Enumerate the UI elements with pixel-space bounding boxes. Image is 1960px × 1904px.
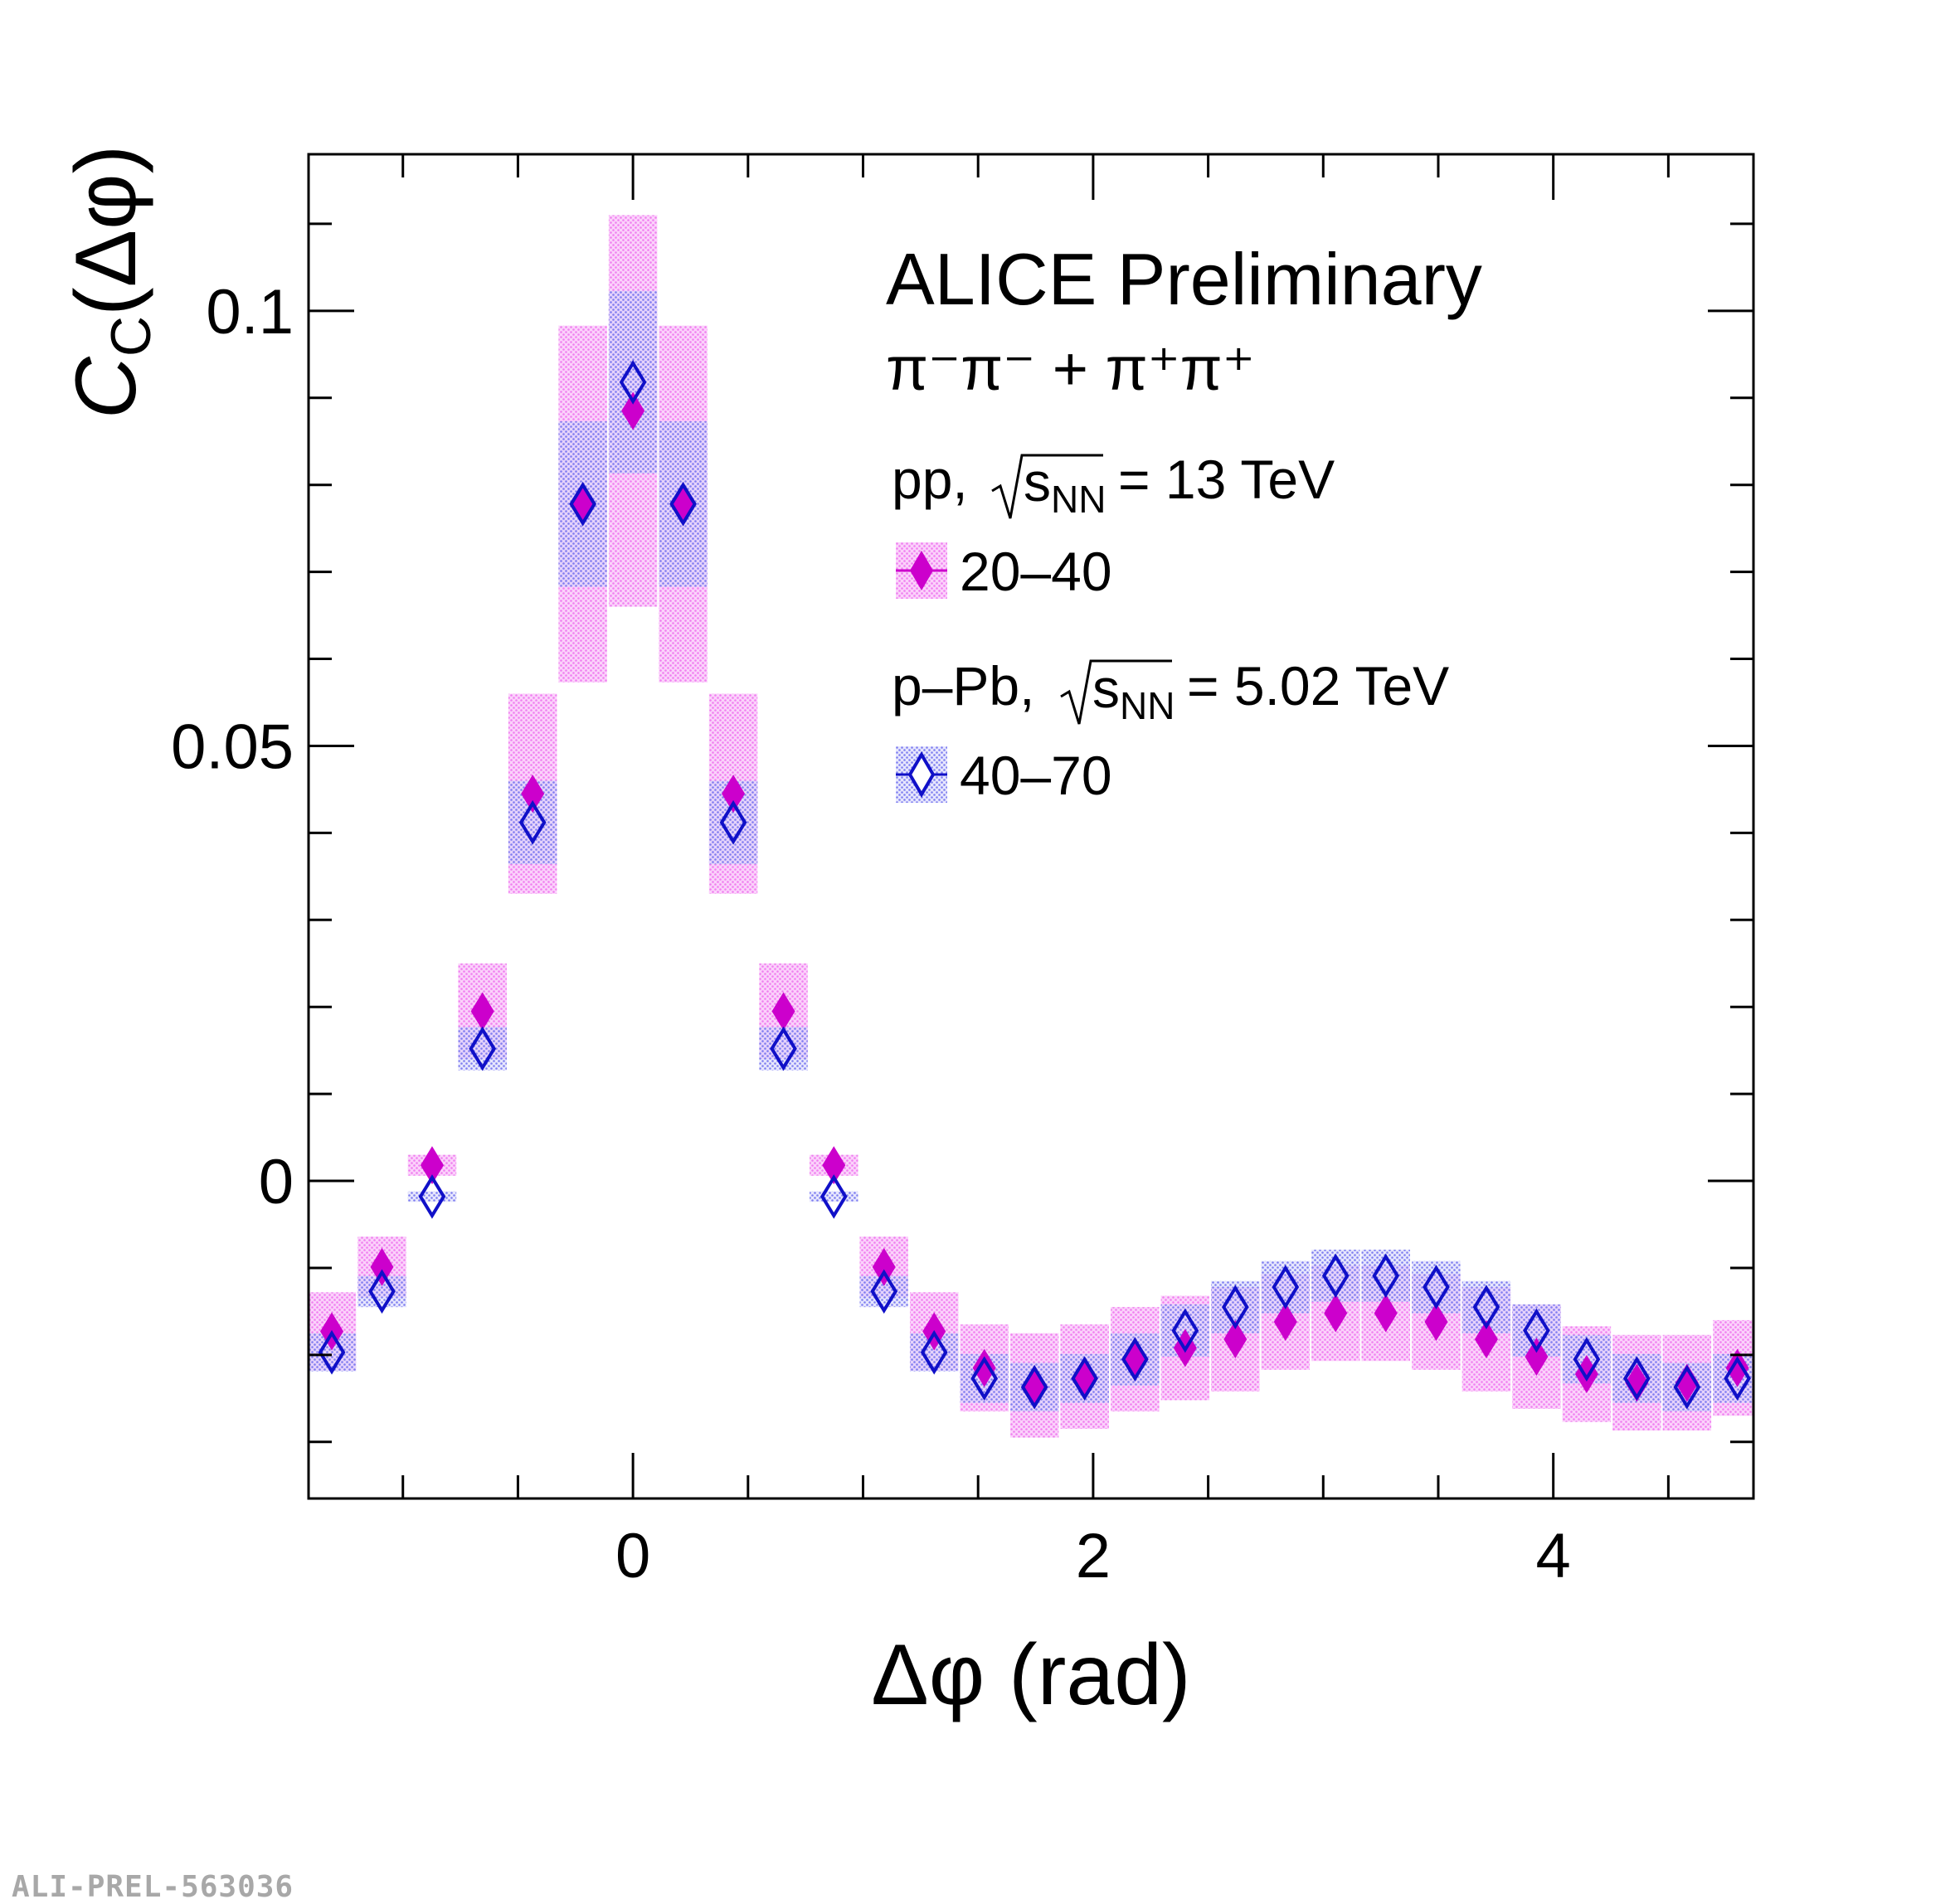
- svg-text:sNN: sNN: [1092, 658, 1175, 727]
- data-point-pp: [1273, 1303, 1297, 1342]
- legend-ppb-prefix: p–Pb,: [892, 655, 1034, 716]
- data-point-ppb: [1573, 1337, 1601, 1382]
- data-point-pp: [1625, 1363, 1649, 1402]
- legend-pp-energy: = 13 TeV: [1118, 449, 1335, 510]
- data-point-pp: [420, 1146, 444, 1185]
- data-point-ppb: [669, 481, 697, 527]
- data-point-pp: [370, 1247, 394, 1286]
- data-point-pp: [972, 1348, 996, 1387]
- data-point-pp: [1374, 1294, 1398, 1333]
- legend-ppb-label: 40–70: [960, 745, 1112, 806]
- data-point-ppb: [1221, 1285, 1249, 1330]
- chart-title: ALICE Preliminary: [886, 238, 1482, 320]
- data-point-pp: [1675, 1363, 1699, 1402]
- data-point-ppb: [469, 1026, 497, 1071]
- axes-frame: [307, 153, 1755, 1500]
- pp-markers: [320, 391, 1749, 1405]
- data-point-ppb: [719, 799, 747, 845]
- data-point-ppb: [318, 1329, 346, 1375]
- svg-text:sNN: sNN: [1024, 451, 1106, 521]
- data-point-ppb: [1071, 1356, 1098, 1401]
- data-point-ppb: [1623, 1356, 1651, 1401]
- sys-box: [608, 290, 658, 474]
- x-axis-label: Δφ (rad): [871, 1627, 1190, 1723]
- data-point-pp: [470, 992, 494, 1031]
- data-point-ppb: [870, 1269, 898, 1314]
- legend-pp-s: s: [1024, 451, 1051, 512]
- y-axis-label-main: C: [58, 356, 154, 419]
- data-point-ppb: [820, 1174, 848, 1219]
- data-point-pp: [1474, 1319, 1498, 1358]
- legend-ppb-sqrt-sign: [1060, 659, 1172, 725]
- data-point-pp: [1424, 1303, 1448, 1342]
- sys-box: [810, 1191, 858, 1202]
- y-tick-label: 0.05: [171, 712, 294, 782]
- x-tick-label: 0: [615, 1521, 650, 1591]
- legend-ppb-energy: = 5.02 TeV: [1187, 655, 1449, 716]
- data-point-pp: [872, 1247, 896, 1286]
- watermark-label: ALI-PREL-563036: [12, 1870, 294, 1904]
- legend-ppb-s: s: [1092, 658, 1120, 719]
- legend-ppb-marker: [907, 751, 936, 798]
- legend-pp-label: 20–40: [960, 541, 1112, 602]
- data-point-ppb: [1724, 1356, 1751, 1401]
- x-tick-label: 2: [1076, 1521, 1111, 1591]
- data-point-ppb: [1321, 1253, 1350, 1299]
- data-point-ppb: [569, 481, 596, 527]
- data-point-ppb: [619, 360, 647, 405]
- legend-pp-sqrt-sign: [991, 454, 1103, 519]
- data-point-pp: [1223, 1319, 1247, 1358]
- data-point-pp: [521, 775, 545, 814]
- data-point-ppb: [920, 1329, 948, 1375]
- legend-pp-nn: NN: [1051, 478, 1106, 521]
- data-point-ppb: [1272, 1265, 1300, 1309]
- legend-pp-marker: [910, 551, 933, 590]
- data-point-pp: [771, 992, 795, 1031]
- data-point-pp: [1574, 1354, 1598, 1393]
- ppb-markers: [318, 360, 1751, 1410]
- data-point-ppb: [1171, 1308, 1199, 1353]
- data-point-pp: [621, 391, 645, 430]
- data-point-ppb: [1472, 1285, 1500, 1330]
- sys-box: [407, 1191, 457, 1202]
- legend-pp-entry: 20–40: [896, 541, 1112, 602]
- data-point-pp: [822, 1146, 846, 1185]
- data-point-ppb: [418, 1174, 446, 1219]
- data-point-ppb: [1121, 1337, 1149, 1382]
- data-point-ppb: [970, 1356, 999, 1401]
- chart-subtitle: π⁻π⁻ + π⁺π⁺: [886, 334, 1255, 403]
- axis-ticks: 0 2 4 0 0.05 0.1: [171, 154, 1753, 1591]
- y-axis-label: CC(Δφ): [58, 145, 163, 419]
- data-point-ppb: [368, 1269, 396, 1314]
- data-point-pp: [1725, 1348, 1749, 1387]
- legend-pp-header: pp, sNN = 13 TeV: [892, 449, 1335, 521]
- data-point-ppb: [1673, 1364, 1701, 1410]
- data-point-pp: [1525, 1337, 1549, 1376]
- y-axis-label-tail: (Δφ): [58, 145, 154, 316]
- sys-box: [759, 1027, 808, 1071]
- legend-ppb-header: p–Pb, sNN = 5.02 TeV: [892, 655, 1449, 727]
- data-point-ppb: [770, 1026, 797, 1071]
- data-point-ppb: [518, 799, 547, 845]
- data-point-ppb: [1020, 1364, 1048, 1410]
- x-tick-label: 4: [1536, 1521, 1571, 1591]
- plot-frame: [307, 153, 1755, 1500]
- legend: pp, sNN = 13 TeV 20–40 p–Pb, sNN = 5.02 …: [892, 449, 1449, 806]
- legend-pp-prefix: pp,: [892, 449, 968, 510]
- y-axis-label-sub: C: [100, 316, 163, 357]
- svg-text:CC(Δφ): CC(Δφ): [58, 145, 163, 419]
- data-point-ppb: [1372, 1253, 1400, 1299]
- data-point-pp: [1324, 1294, 1348, 1333]
- legend-ppb-entry: 40–70: [896, 745, 1112, 806]
- y-tick-label: 0.1: [206, 277, 294, 347]
- data-point-ppb: [1523, 1308, 1550, 1353]
- sys-box: [458, 1027, 507, 1071]
- data-point-ppb: [1423, 1265, 1450, 1309]
- legend-ppb-nn: NN: [1120, 684, 1175, 727]
- data-point-pp: [722, 775, 746, 814]
- y-tick-label: 0: [259, 1147, 294, 1217]
